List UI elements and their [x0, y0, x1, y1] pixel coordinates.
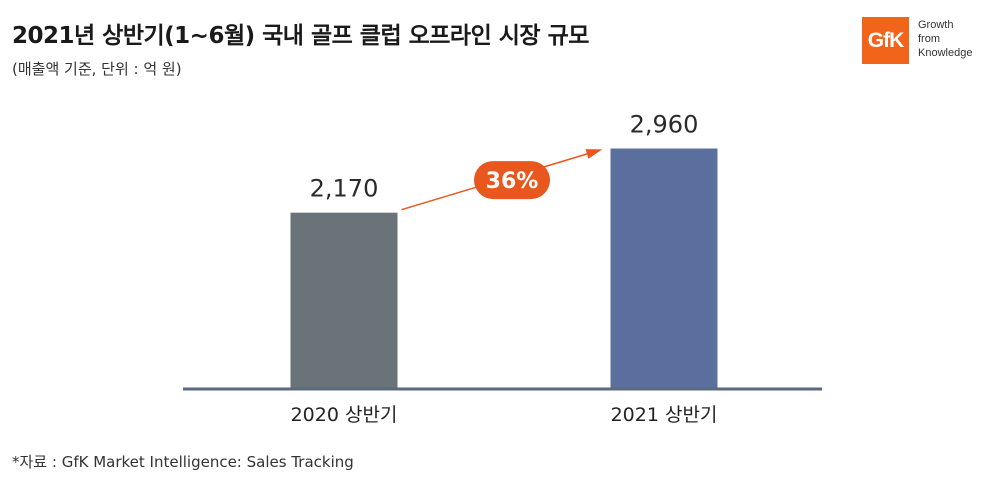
chart-title: 2021년 상반기(1~6월) 국내 골프 클럽 오프라인 시장 규모: [12, 23, 589, 49]
growth-arrow-head: [585, 149, 603, 159]
gfk-logo: GfK Growth from Knowledge: [862, 14, 992, 70]
bar: [290, 212, 398, 389]
tagline-line: from: [918, 33, 940, 45]
growth-badge: [474, 161, 550, 200]
data-label: 2,960: [630, 111, 699, 139]
bar: [610, 148, 718, 389]
gfk-tagline: Growth from Knowledge: [918, 18, 998, 60]
x-tick-label: 2021 상반기: [611, 404, 718, 426]
data-label: 2,170: [310, 175, 379, 203]
x-tick-label: 2020 상반기: [291, 404, 398, 426]
tagline-line: Knowledge: [918, 47, 973, 59]
tagline-line: Growth: [918, 19, 954, 31]
chart-subtitle: (매출액 기준, 단위 : 억 원): [12, 60, 182, 78]
gfk-logo-mark: GfK: [862, 17, 909, 64]
source-note: *자료 : GfK Market Intelligence: Sales Tra…: [12, 453, 354, 471]
growth-badge-label: 36%: [486, 169, 539, 194]
